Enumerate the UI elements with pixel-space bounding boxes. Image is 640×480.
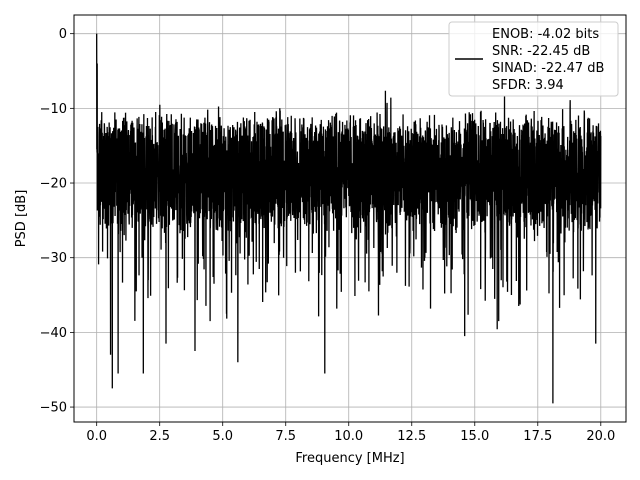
psd-series-group: [96, 33, 602, 404]
x-tick-label: 10.0: [334, 429, 363, 444]
legend-entry-line: ENOB: -4.02 bits: [492, 27, 599, 42]
y-axis-label: PSD [dB]: [14, 190, 29, 248]
legend-box: [448, 21, 619, 97]
x-tick-label: 15.0: [460, 429, 489, 444]
y-tick-label: 0: [59, 27, 67, 42]
x-tick-label: 17.5: [523, 429, 552, 444]
x-tick-label: 2.5: [149, 429, 170, 444]
y-tick-label: −10: [40, 102, 67, 117]
x-tick-label: 7.5: [275, 429, 296, 444]
x-tick-label: 20.0: [586, 429, 615, 444]
y-axis-ticks: 0 −10 −20 −30 −40 −50: [40, 27, 74, 416]
x-axis-label: Frequency [MHz]: [295, 451, 404, 466]
y-tick-label: −20: [40, 177, 67, 192]
legend-entry-label: ENOB: -4.02 bits SNR: -22.45 dB SINAD: -22…: [492, 27, 604, 93]
y-tick-label: −30: [40, 251, 67, 266]
x-tick-label: 12.5: [397, 429, 426, 444]
legend-entry-line: SNR: -22.45 dB: [492, 44, 590, 59]
legend-entry-line: SFDR: 3.94: [492, 78, 564, 93]
x-tick-label: 0.0: [86, 429, 107, 444]
y-tick-label: −50: [40, 401, 67, 416]
x-tick-label: 5.0: [212, 429, 233, 444]
plot-frame: [73, 14, 627, 423]
y-tick-label: −40: [40, 326, 67, 341]
psd-series-line: [96, 33, 602, 404]
x-axis-ticks: 0.0 2.5 5.0 7.5 10.0 12.5 15.0 17.5 20.0: [86, 422, 615, 444]
legend-entry-line: SINAD: -22.47 dB: [492, 61, 604, 76]
legend: ENOB: -4.02 bits SNR: -22.45 dB SINAD: -22…: [448, 21, 619, 97]
